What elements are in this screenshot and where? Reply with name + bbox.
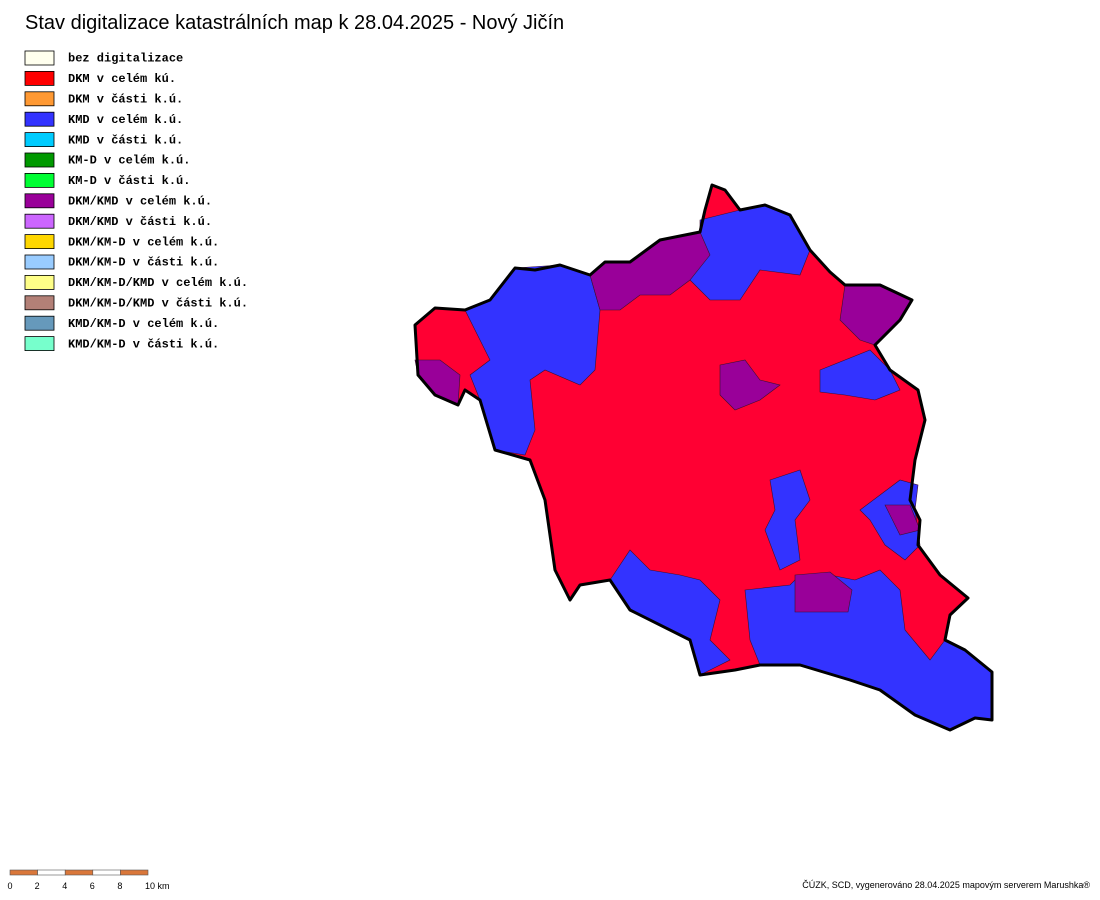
legend-swatch [24, 91, 55, 107]
legend-swatch [24, 274, 55, 290]
legend-label: DKM/KM-D v části k.ú. [68, 256, 219, 270]
legend-label: KMD v celém k.ú. [68, 113, 183, 127]
legend-swatch [24, 234, 55, 250]
region-dkm-kmd [719, 359, 781, 411]
legend-swatch [24, 71, 55, 86]
legend-swatch [24, 111, 55, 127]
legend-label: KMD v části k.ú. [68, 133, 183, 147]
region-dkm-kmd [794, 571, 853, 613]
legend-label: KMD/KM-D v části k.ú. [68, 337, 219, 351]
region-kmd [819, 349, 901, 401]
district-map [413, 183, 994, 732]
legend-label: DKM/KMD v části k.ú. [68, 215, 212, 229]
scale-label: 0 [7, 881, 12, 891]
legend-label: DKM/KMD v celém k.ú. [68, 194, 212, 208]
legend-label: DKM/KM-D v celém k.ú. [68, 235, 219, 249]
scale-label: 2 [35, 881, 40, 891]
legend-label: bez digitalizace [68, 52, 183, 66]
scale-segment [64, 869, 94, 876]
scale-segment [9, 869, 38, 876]
legend: bez digitalizace DKM v celém kú. DKM v čás… [24, 50, 248, 352]
scale-label: 8 [117, 881, 122, 891]
region-kmd [464, 264, 601, 456]
legend-swatch [24, 295, 55, 311]
legend-swatch [24, 213, 55, 229]
legend-swatch [24, 152, 55, 168]
legend-label: DKM/KM-D/KMD v části k.ú. [68, 296, 248, 310]
legend-swatch [24, 193, 55, 209]
scale-label: 4 [62, 881, 67, 891]
legend-label: KMD/KM-D v celém k.ú. [68, 317, 219, 331]
map-title: Stav digitalizace katastrálních map k 28… [25, 12, 564, 34]
legend-label: DKM v celém kú. [68, 72, 176, 86]
scale-segment [120, 869, 149, 876]
legend-label: KM-D v části k.ú. [68, 174, 190, 188]
legend-swatch [24, 172, 55, 188]
legend-swatch [24, 132, 55, 148]
region-kmd [764, 469, 811, 571]
legend-swatch [24, 336, 55, 352]
legend-swatch [24, 315, 55, 331]
scale-segment [37, 869, 66, 876]
scale-segment [92, 869, 121, 876]
legend-label: DKM v části k.ú. [68, 92, 183, 106]
credit: ČÚZK, SCD, vygenerováno 28.04.2025 mapov… [802, 880, 1090, 890]
scale-label: 10 km [145, 881, 170, 891]
legend-label: KM-D v celém k.ú. [68, 154, 190, 168]
scale-bar: 0 2 4 6 8 10 km [7, 869, 170, 891]
scale-label: 6 [90, 881, 95, 891]
legend-label: DKM/KM-D/KMD v celém k.ú. [68, 276, 248, 290]
legend-swatch [24, 50, 55, 66]
district-border [413, 183, 994, 732]
legend-swatch [24, 254, 55, 270]
